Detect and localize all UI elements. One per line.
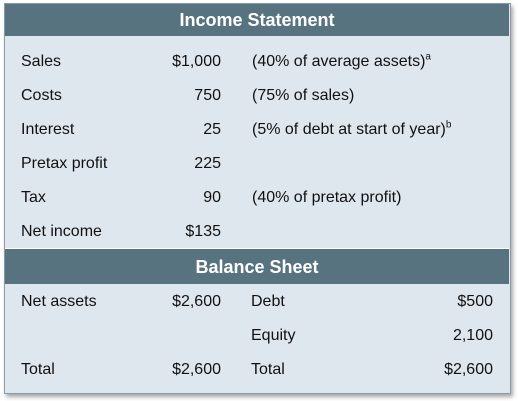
row-amount: 25: [203, 121, 221, 138]
footnote-marker: a: [425, 51, 431, 63]
balance-row-total: Total $2,600 Total $2,600: [5, 353, 509, 387]
row-amount: $1,000: [172, 53, 221, 70]
financial-statements-panel: Income Statement Sales $1,000 (40% of av…: [4, 3, 511, 394]
row-note: (5% of debt at start of year)b: [252, 119, 452, 138]
left-amount: $2,600: [172, 293, 221, 310]
row-label: Pretax profit: [21, 155, 108, 172]
balance-row-1: Net assets $2,600 Debt $500: [5, 285, 509, 319]
row-note: (40% of pretax profit): [252, 189, 402, 206]
balance-sheet-title: Balance Sheet: [5, 248, 509, 284]
right-amount: 2,100: [452, 327, 493, 344]
row-amount: 90: [203, 189, 221, 206]
row-note: (40% of average assets)a: [252, 51, 431, 70]
left-label: Net assets: [21, 293, 97, 310]
row-label: Interest: [21, 121, 75, 138]
balance-row-2: Equity 2,100: [5, 319, 509, 353]
income-row-net-income: Net income $135: [5, 215, 509, 249]
income-row-pretax-profit: Pretax profit 225: [5, 147, 509, 181]
income-row-tax: Tax 90 (40% of pretax profit): [5, 181, 509, 215]
left-label: Total: [21, 361, 55, 378]
row-label: Net income: [21, 223, 102, 240]
right-amount: $2,600: [444, 361, 493, 378]
row-label: Costs: [21, 87, 62, 104]
income-row-sales: Sales $1,000 (40% of average assets)a: [5, 45, 509, 79]
income-row-costs: Costs 750 (75% of sales): [5, 79, 509, 113]
income-statement-title: Income Statement: [5, 4, 509, 36]
row-amount: 750: [194, 87, 221, 104]
footnote-marker: b: [445, 119, 452, 131]
right-amount: $500: [457, 293, 493, 310]
right-label: Debt: [251, 293, 285, 310]
row-amount: $135: [185, 223, 221, 240]
row-label: Sales: [21, 53, 62, 70]
income-row-interest: Interest 25 (5% of debt at start of year…: [5, 113, 509, 147]
row-amount: 225: [194, 155, 221, 172]
right-label: Total: [251, 361, 285, 378]
row-label: Tax: [21, 189, 46, 206]
row-note: (75% of sales): [252, 87, 355, 104]
right-label: Equity: [251, 327, 296, 344]
left-amount: $2,600: [172, 361, 221, 378]
